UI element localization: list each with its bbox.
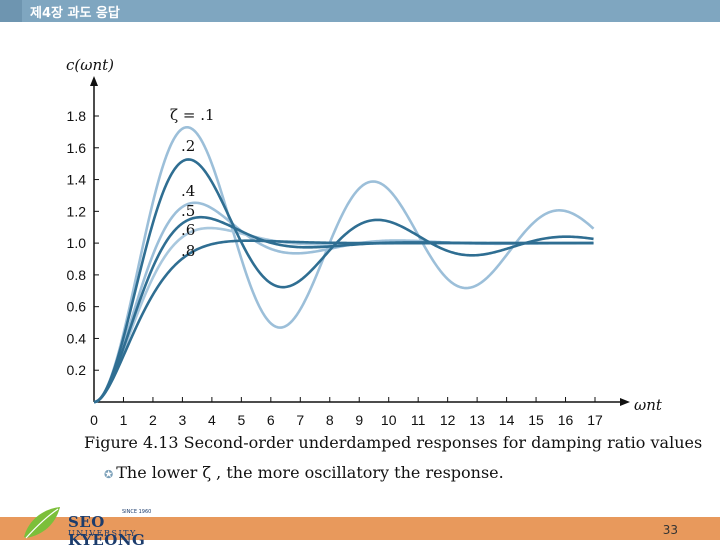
x-tick-label: 0: [90, 412, 98, 428]
chart-curves: [93, 125, 595, 404]
x-tick-label: 14: [499, 412, 515, 428]
x-tick-label: 12: [440, 412, 456, 428]
chart-labels: c(ωnt) ωnt ζ = .1 .2 .4 .5.6 .8: [66, 56, 663, 414]
header-accent: [0, 0, 22, 22]
x-tick-label: 8: [326, 412, 334, 428]
bullet-icon: ✪: [104, 468, 114, 481]
series-curve-z2: [93, 158, 594, 404]
y-axis-label: c(ωnt): [66, 56, 114, 74]
y-tick-label: 0.6: [67, 299, 87, 315]
y-tick-label: 1.6: [67, 140, 87, 156]
x-axis-arrow: [620, 398, 630, 406]
zeta-label-05: .5: [181, 202, 195, 220]
page-number: 33: [662, 523, 678, 537]
y-tick-label: 1.0: [67, 235, 87, 251]
figure-caption: Figure 4.13 Second-order underdamped res…: [84, 433, 703, 452]
x-tick-label: 4: [208, 412, 216, 428]
x-tick-label: 2: [149, 412, 157, 428]
series-curve-z1: [93, 125, 595, 404]
y-tick-label: 1.4: [67, 172, 87, 188]
series-curve-z4: [93, 201, 594, 404]
series-curve-z8: [93, 239, 594, 404]
logo-since: SINCE 1960: [122, 509, 152, 515]
x-axis-label: ωnt: [634, 396, 663, 414]
zeta-label-01: ζ = .1: [170, 106, 215, 124]
x-tick-label: 13: [469, 412, 485, 428]
y-tick-label: 1.2: [67, 203, 87, 219]
x-tick-label: 9: [355, 412, 363, 428]
university-logo: SINCE 1960 SEO KYEONG UNIVERSITY: [20, 503, 180, 549]
y-axis-arrow: [90, 76, 98, 86]
x-tick-label: 11: [411, 412, 426, 428]
y-tick-label: 0.8: [67, 267, 87, 283]
chart-ticks: 0 1 2 3 4 5 6 7 8 9 10 11 12 13 14 15 16 170.20.40.60.81.…: [67, 108, 603, 428]
x-tick-label: 1: [120, 412, 128, 428]
bullet-point: ✪ The lower ζ , the more oscillatory the …: [104, 463, 504, 482]
bullet-text: The lower ζ , the more oscillatory the r…: [116, 463, 504, 482]
footer-bar: [0, 517, 720, 540]
chart-axes: [90, 76, 630, 406]
zeta-label-04: .4: [181, 182, 195, 200]
series-curve-z6: [93, 226, 594, 404]
x-tick-label: 15: [528, 412, 544, 428]
x-tick-label: 17: [587, 412, 603, 428]
zeta-label-02: .2: [181, 137, 195, 155]
x-tick-label: 7: [296, 412, 304, 428]
y-tick-label: 0.4: [67, 330, 87, 346]
x-tick-label: 5: [237, 412, 245, 428]
x-tick-label: 6: [267, 412, 275, 428]
y-tick-label: 1.8: [67, 108, 87, 124]
x-tick-label: 10: [381, 412, 397, 428]
header-bar: 제4장 과도 응답: [0, 0, 720, 22]
leaf-logo-icon: [24, 507, 60, 539]
response-chart: 0 1 2 3 4 5 6 7 8 9 10 11 12 13 14 15 16 170.20.40.60.81.…: [66, 56, 663, 428]
zeta-label-06: .6: [181, 221, 195, 239]
zeta-label-08: .8: [181, 242, 195, 260]
y-tick-label: 0.2: [67, 362, 87, 378]
header-title: 제4장 과도 응답: [30, 6, 120, 21]
logo-text-sub: UNIVERSITY: [68, 529, 137, 538]
x-tick-label: 16: [558, 412, 574, 428]
x-tick-label: 3: [179, 412, 187, 428]
